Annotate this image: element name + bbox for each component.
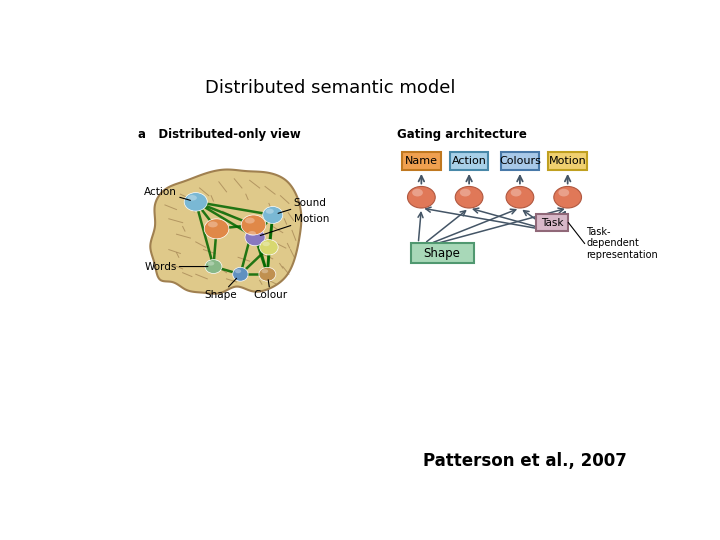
Ellipse shape (510, 189, 521, 197)
FancyBboxPatch shape (402, 152, 441, 170)
Ellipse shape (235, 269, 241, 273)
Ellipse shape (248, 231, 256, 236)
Text: Task-
dependent
representation: Task- dependent representation (586, 227, 658, 260)
Ellipse shape (245, 218, 255, 224)
Ellipse shape (506, 186, 534, 208)
Text: Distributed semantic model: Distributed semantic model (205, 79, 456, 97)
Ellipse shape (263, 206, 283, 224)
Ellipse shape (204, 219, 229, 239)
Ellipse shape (207, 261, 215, 266)
Ellipse shape (241, 215, 266, 235)
Text: Action: Action (144, 187, 190, 200)
Text: a   Distributed-only view: a Distributed-only view (138, 127, 301, 140)
Text: Motion: Motion (549, 156, 587, 166)
FancyBboxPatch shape (410, 244, 474, 264)
Ellipse shape (208, 221, 217, 227)
Text: Words: Words (144, 261, 208, 272)
Ellipse shape (184, 193, 207, 211)
Ellipse shape (412, 189, 423, 197)
Ellipse shape (554, 186, 582, 208)
Text: Task: Task (541, 218, 564, 228)
FancyBboxPatch shape (536, 214, 568, 231)
Ellipse shape (245, 229, 265, 246)
Ellipse shape (205, 260, 222, 273)
Ellipse shape (460, 189, 471, 197)
Text: Shape: Shape (205, 278, 238, 300)
Text: Shape: Shape (423, 247, 461, 260)
Ellipse shape (559, 189, 570, 197)
Text: Colours: Colours (499, 156, 541, 166)
Text: Motion: Motion (261, 214, 329, 235)
Ellipse shape (408, 186, 435, 208)
Ellipse shape (260, 240, 278, 255)
Text: Colour: Colour (253, 280, 287, 300)
Ellipse shape (188, 195, 197, 200)
FancyBboxPatch shape (549, 152, 587, 170)
Text: Action: Action (451, 156, 487, 166)
Text: Sound: Sound (278, 198, 326, 213)
Ellipse shape (261, 269, 269, 273)
FancyBboxPatch shape (450, 152, 488, 170)
Text: Name: Name (405, 156, 438, 166)
Text: Patterson et al., 2007: Patterson et al., 2007 (423, 453, 627, 470)
FancyBboxPatch shape (500, 152, 539, 170)
Ellipse shape (266, 208, 274, 214)
Polygon shape (150, 170, 302, 294)
Ellipse shape (233, 267, 248, 281)
Ellipse shape (262, 241, 270, 246)
Ellipse shape (259, 267, 276, 281)
Ellipse shape (455, 186, 483, 208)
Text: Gating architecture: Gating architecture (397, 127, 526, 140)
